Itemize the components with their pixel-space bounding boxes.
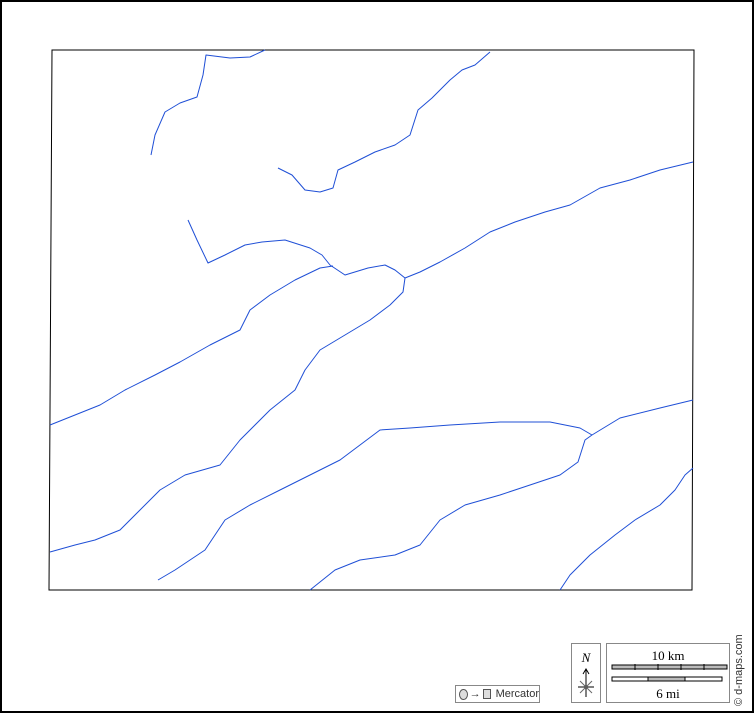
map-area-border <box>48 49 695 591</box>
square-icon <box>482 689 491 699</box>
river <box>150 49 266 156</box>
river <box>187 161 694 279</box>
north-arrow-icon <box>578 668 594 697</box>
river <box>49 265 334 426</box>
scale-mi-label: 6 mi <box>656 686 680 701</box>
compass-box: N <box>571 643 601 703</box>
scale-bar-km <box>611 664 728 670</box>
river <box>49 277 406 553</box>
credit-text: © d-maps.com <box>733 634 745 706</box>
circle-icon <box>459 688 468 700</box>
projection-legend: → Mercator <box>455 685 540 703</box>
river <box>559 467 694 591</box>
scale-km-label: 10 km <box>651 648 685 663</box>
scale-box: 10 km 6 mi <box>606 643 730 703</box>
arrow-icon: → <box>469 688 481 700</box>
projection-label: Mercator <box>495 688 539 700</box>
river <box>309 399 694 591</box>
north-label: N <box>581 650 591 665</box>
river <box>277 51 491 193</box>
river <box>157 421 593 581</box>
scale-bar-mi <box>611 676 723 682</box>
